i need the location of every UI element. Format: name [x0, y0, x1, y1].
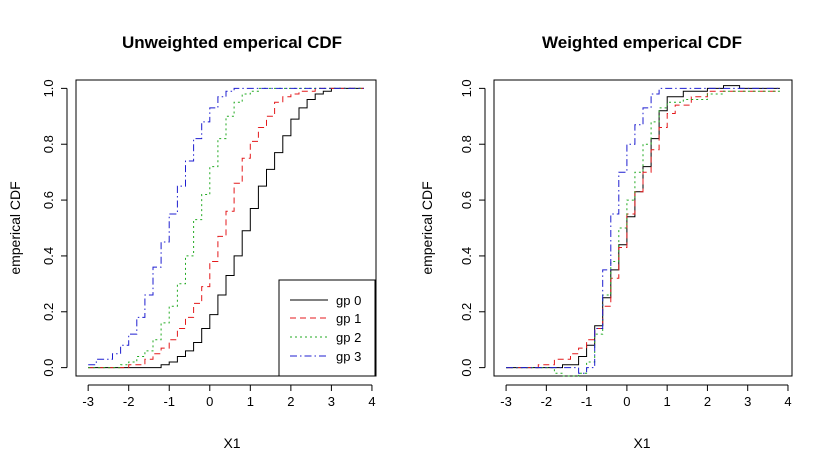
y-tick-label: 1.0	[41, 79, 56, 97]
x-tick-label: 2	[287, 394, 294, 409]
chart-title: Unweighted emperical CDF	[122, 33, 342, 52]
x-tick-label: 3	[328, 394, 335, 409]
plot-frame	[75, 79, 377, 377]
plot-area	[75, 79, 377, 377]
y-axis-label: emperical CDF	[7, 181, 23, 274]
x-tick-label: 1	[664, 394, 671, 409]
series-line-gp-0	[506, 85, 780, 369]
legend-entry-gp-2: gp 2	[290, 330, 361, 345]
series-layer	[88, 87, 364, 369]
chart-title: Weighted emperical CDF	[542, 33, 742, 52]
x-tick-label: -2	[541, 394, 553, 409]
legend-box	[278, 279, 376, 377]
series-layer	[506, 85, 780, 377]
x-tick-label: 3	[744, 394, 751, 409]
x-tick-label: -2	[123, 394, 135, 409]
series-line-gp-2	[506, 90, 780, 377]
y-axis: 0.0 0.2 0.4 0.6 0.8 1.0	[459, 79, 486, 377]
y-tick-label: 0.4	[459, 247, 474, 265]
legend: gp 0 gp 1 gp 2 gp 3	[278, 279, 376, 377]
plot-area	[493, 79, 793, 377]
legend-label: gp 2	[336, 330, 361, 345]
y-tick-label: 0.6	[41, 191, 56, 209]
x-axis-label: X1	[633, 435, 650, 451]
legend-entry-gp-1: gp 1	[290, 311, 361, 326]
legend-entry-gp-0: gp 0	[290, 293, 361, 308]
y-tick-label: 0.4	[41, 247, 56, 265]
y-axis: 0.0 0.2 0.4 0.6 0.8 1.0	[41, 79, 68, 377]
y-tick-label: 0.2	[459, 303, 474, 321]
x-tick-label: -3	[500, 394, 512, 409]
y-tick-label: 0.8	[459, 135, 474, 153]
plot-frame	[493, 79, 793, 377]
x-tick-label: 0	[206, 394, 213, 409]
x-tick-label: -1	[581, 394, 593, 409]
x-axis-label: X1	[223, 435, 240, 451]
x-axis: -3 -2 -1 0 1 2 3 4	[500, 384, 792, 409]
series-line-gp-2	[88, 87, 364, 369]
unweighted-cdf-panel: Unweighted emperical CDF X1 emperical CD…	[7, 33, 377, 451]
series-line-gp-1	[506, 90, 780, 369]
series-line-gp-3	[88, 87, 364, 366]
x-tick-label: -3	[82, 394, 94, 409]
y-tick-label: 0.2	[41, 303, 56, 321]
series-line-gp-3	[506, 87, 780, 374]
legend-label: gp 0	[336, 293, 361, 308]
x-axis: -3 -2 -1 0 1 2 3 4	[82, 384, 376, 409]
legend-label: gp 3	[336, 349, 361, 364]
y-tick-label: 0.8	[41, 135, 56, 153]
y-tick-label: 0.6	[459, 191, 474, 209]
x-tick-label: 4	[784, 394, 791, 409]
weighted-cdf-panel: Weighted emperical CDF X1 emperical CDF …	[419, 33, 793, 451]
series-line-gp-0	[88, 87, 364, 369]
y-tick-label: 0.0	[41, 359, 56, 377]
x-tick-label: -1	[163, 394, 175, 409]
y-tick-label: 1.0	[459, 79, 474, 97]
x-tick-label: 0	[623, 394, 630, 409]
y-tick-label: 0.0	[459, 359, 474, 377]
legend-label: gp 1	[336, 311, 361, 326]
series-line-gp-1	[88, 87, 364, 369]
x-tick-label: 1	[247, 394, 254, 409]
legend-entry-gp-3: gp 3	[290, 349, 361, 364]
x-tick-label: 4	[368, 394, 375, 409]
y-axis-label: emperical CDF	[419, 181, 435, 274]
x-tick-label: 2	[704, 394, 711, 409]
